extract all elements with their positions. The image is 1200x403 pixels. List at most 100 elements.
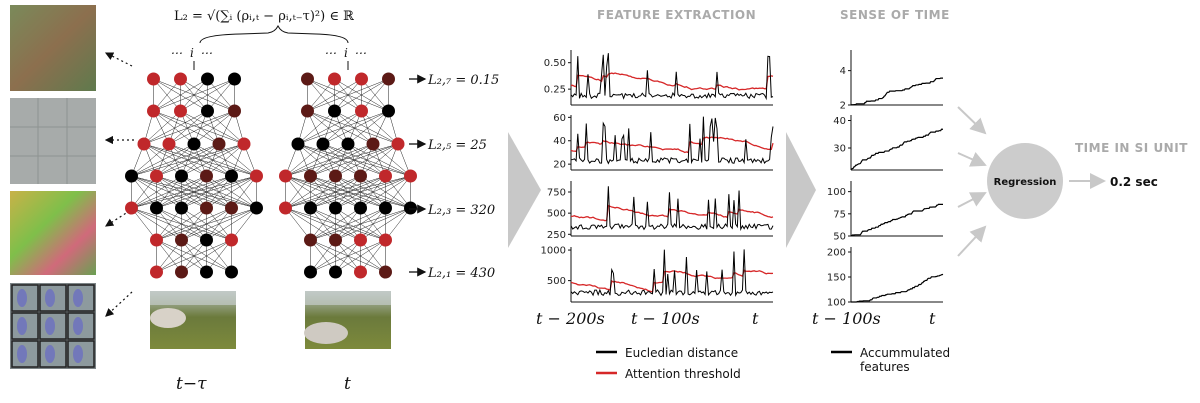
- y-tick-label: 200: [827, 248, 846, 259]
- y-tick-label: 60: [553, 113, 566, 124]
- network-node: [304, 169, 317, 183]
- header-sense-of-time: SENSE OF TIME: [840, 8, 950, 22]
- network-node: [301, 104, 314, 118]
- left-net-index: ⋯ i ⋯: [170, 46, 212, 70]
- svg-text:⋯: ⋯: [324, 46, 336, 60]
- network-node: [304, 233, 317, 247]
- network-node: [225, 201, 238, 215]
- filter-blob: [73, 289, 83, 307]
- filter-blob: [17, 345, 27, 363]
- series-accumulated-features: [851, 128, 943, 170]
- frame-label-left: t−τ: [176, 374, 207, 394]
- svg-text:⋯: ⋯: [354, 46, 366, 60]
- network-node: [225, 233, 238, 247]
- network-node: [382, 72, 395, 86]
- network-node: [150, 169, 163, 183]
- series-euclidean-distance: [570, 249, 774, 297]
- network-node: [175, 201, 188, 215]
- series-accumulated-features: [850, 77, 943, 106]
- network-node: [200, 169, 213, 183]
- chevron-arrow-1: [508, 132, 541, 248]
- series-euclidean-distance: [570, 53, 774, 101]
- time-xlabel-2: t: [929, 309, 936, 328]
- series-attention-threshold: [570, 136, 774, 154]
- svg-text:⋯: ⋯: [170, 46, 182, 60]
- viz-link-1: [105, 291, 133, 317]
- regression-input-arrow-2: [957, 152, 987, 167]
- network-node: [329, 233, 342, 247]
- chart-panel-time-1: 24: [840, 50, 943, 112]
- network-node: [316, 137, 330, 151]
- filter-blob: [45, 289, 55, 307]
- frame-label-right: t: [344, 374, 351, 394]
- network-node: [150, 233, 163, 247]
- network-node: [125, 201, 138, 215]
- chevron-arrow-2: [786, 132, 816, 248]
- network-node: [341, 137, 355, 151]
- network-node: [379, 201, 392, 215]
- network-node: [225, 265, 238, 279]
- network-node: [328, 72, 341, 86]
- chart-panel-feature-1: 0.25 0.50: [544, 50, 774, 106]
- network-node: [354, 265, 367, 279]
- network-node: [404, 201, 417, 215]
- svg-text:⋯: ⋯: [200, 46, 212, 60]
- feature-xlabel-2: t − 100s: [631, 309, 700, 328]
- network-node: [329, 201, 342, 215]
- feature-visualizations: [10, 5, 135, 369]
- network-node: [201, 72, 214, 86]
- y-tick-label: 1000: [541, 246, 566, 257]
- network-node: [404, 169, 417, 183]
- filter-blob: [73, 317, 83, 335]
- loss-layer5: L₂,₅ = 25: [427, 138, 487, 153]
- filter-blob: [45, 317, 55, 335]
- filter-blob: [45, 345, 55, 363]
- series-attention-threshold: [570, 204, 774, 222]
- network-edges: [131, 78, 257, 273]
- y-tick-label: 250: [547, 230, 566, 241]
- y-tick-label: 30: [833, 144, 846, 155]
- network-node: [137, 137, 151, 151]
- time-xlabel-1: t − 100s: [812, 309, 881, 328]
- series-accumulated-features: [851, 273, 944, 303]
- loss-layer7: L₂,₇ = 0.15: [427, 73, 499, 88]
- network-node: [201, 104, 214, 118]
- regression-result: 0.2 sec: [1110, 175, 1158, 189]
- network-node: [279, 169, 292, 183]
- series-accumulated-features: [851, 203, 943, 237]
- y-tick-label: 150: [827, 273, 846, 284]
- feature-viz-layer3-image: [10, 191, 96, 275]
- network-node: [291, 137, 305, 151]
- network-node: [228, 104, 241, 118]
- network-node: [328, 104, 341, 118]
- y-tick-label: 75: [833, 209, 846, 220]
- index-label-right: i: [344, 46, 348, 60]
- network-node: [125, 169, 138, 183]
- chart-panel-feature-2: 20 40 60: [553, 113, 774, 171]
- network-node: [355, 72, 368, 86]
- series-attention-threshold: [570, 269, 774, 293]
- network-node: [355, 104, 368, 118]
- index-label-left: i: [190, 46, 194, 60]
- series-euclidean-distance: [570, 186, 774, 232]
- network-node: [250, 201, 263, 215]
- network-node: [200, 233, 213, 247]
- network-node: [279, 201, 292, 215]
- formula-brace: [199, 24, 349, 44]
- network-node: [329, 169, 342, 183]
- regression-label: Regression: [994, 177, 1057, 188]
- network-node: [150, 201, 163, 215]
- network-node: [304, 201, 317, 215]
- layer-losses: L₂,₇ = 0.15 L₂,₅ = 25 L₂,₃ = 320 L₂,₁ = …: [409, 73, 499, 281]
- network-node: [147, 104, 160, 118]
- network-node: [354, 233, 367, 247]
- y-tick-label: 4: [840, 66, 846, 77]
- network-node: [366, 137, 380, 151]
- network-left: [125, 72, 263, 279]
- network-node: [354, 169, 367, 183]
- chart-panel-feature-4: 500 1000: [541, 246, 774, 303]
- network-right: [279, 72, 417, 279]
- legend-accum-label-2: features: [860, 360, 910, 374]
- network-node: [237, 137, 251, 151]
- y-tick-label: 20: [553, 160, 566, 171]
